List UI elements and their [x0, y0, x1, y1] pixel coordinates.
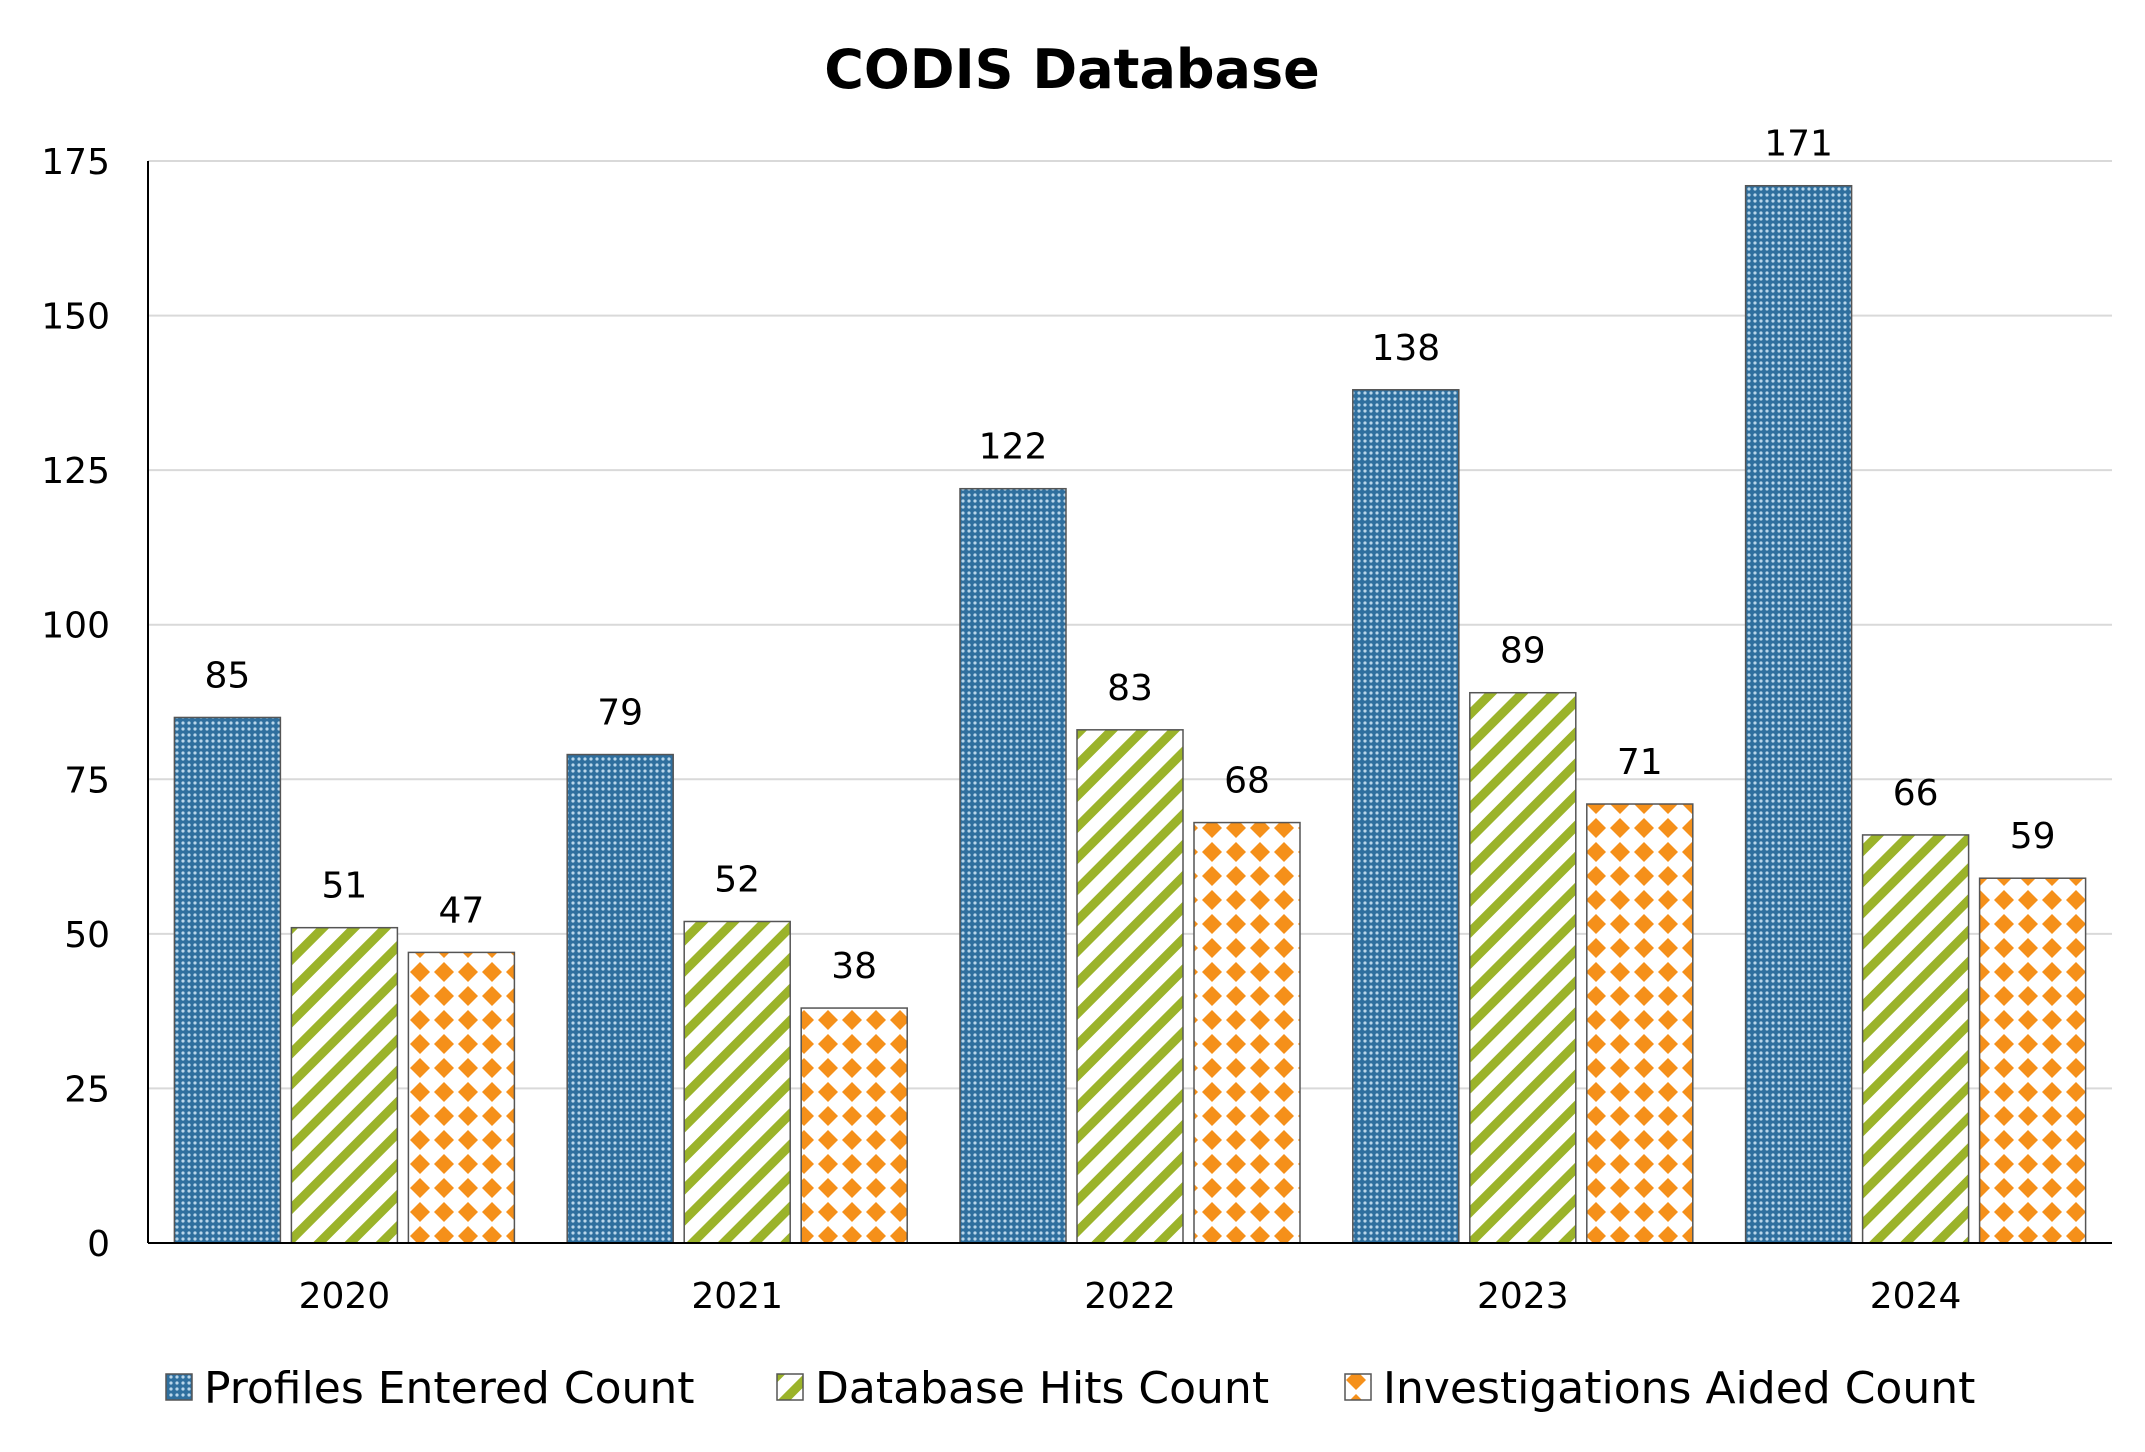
data-label: 66: [1893, 773, 1939, 814]
y-tick-label: 75: [64, 760, 110, 801]
data-label: 47: [438, 890, 484, 931]
y-tick-label: 25: [64, 1069, 110, 1110]
y-tick-label: 175: [41, 142, 110, 183]
bar-2022-series-0: [959, 487, 1067, 1244]
data-label: 122: [979, 427, 1048, 468]
data-label: 79: [597, 693, 643, 734]
legend-swatch: [776, 1373, 804, 1401]
data-label: 71: [1617, 742, 1663, 783]
data-label: 89: [1500, 631, 1546, 672]
x-tick-label: 2022: [1084, 1276, 1176, 1317]
data-label: 59: [2010, 816, 2056, 857]
data-label: 85: [204, 655, 250, 696]
legend-swatch: [165, 1373, 193, 1401]
x-axis-ticks: 2020 2021 2022 2023 2024: [299, 1276, 1962, 1317]
y-tick-label: 150: [41, 297, 110, 338]
y-tick-label: 0: [87, 1224, 110, 1265]
bar-2020-series-1: [290, 926, 399, 1244]
y-tick-label: 125: [41, 451, 110, 492]
x-tick-label: 2023: [1477, 1276, 1569, 1317]
legend-label: Investigations Aided Count: [1383, 1363, 1975, 1414]
bar-2021-series-1: [683, 920, 791, 1244]
y-tick-label: 100: [41, 606, 110, 647]
y-tick-label: 50: [64, 915, 110, 956]
data-label: 68: [1224, 761, 1270, 802]
legend-swatch: [1344, 1373, 1372, 1401]
data-label: 38: [831, 946, 877, 987]
x-tick-label: 2021: [691, 1276, 783, 1317]
legend-label: Database Hits Count: [815, 1363, 1269, 1414]
bar-2022-series-1: [1076, 729, 1184, 1244]
data-labels: 85 51 47 79 52 38 122 83 68 138 89 71 171 66 59: [204, 124, 2055, 987]
bar-2021-series-0: [566, 753, 674, 1244]
bar-2023-series-1: [1469, 691, 1577, 1244]
bar-2024-series-2: [1978, 877, 2087, 1244]
data-label: 171: [1764, 124, 1833, 165]
bars: [173, 184, 2087, 1244]
legend: Profiles Entered Count Database Hits Coun…: [165, 1363, 1975, 1414]
data-label: 52: [714, 859, 760, 900]
bar-2024-series-1: [1861, 834, 1970, 1244]
bar-2020-series-2: [407, 951, 516, 1244]
y-axis-ticks: 0 25 50 75 100 125 150 175: [41, 142, 110, 1265]
bar-2022-series-2: [1193, 821, 1301, 1244]
bar-2020-series-0: [173, 716, 282, 1244]
bar-2021-series-2: [800, 1007, 908, 1244]
data-label: 51: [321, 866, 367, 907]
legend-label: Profiles Entered Count: [204, 1363, 695, 1414]
chart-title: CODIS Database: [824, 38, 1320, 101]
bar-2023-series-0: [1352, 389, 1460, 1244]
bar-2023-series-2: [1586, 803, 1694, 1244]
x-tick-label: 2020: [299, 1276, 391, 1317]
x-tick-label: 2024: [1870, 1276, 1962, 1317]
data-label: 138: [1371, 328, 1440, 369]
data-label: 83: [1107, 668, 1153, 709]
bar-2024-series-0: [1744, 184, 1853, 1244]
axes: [147, 161, 2112, 1244]
